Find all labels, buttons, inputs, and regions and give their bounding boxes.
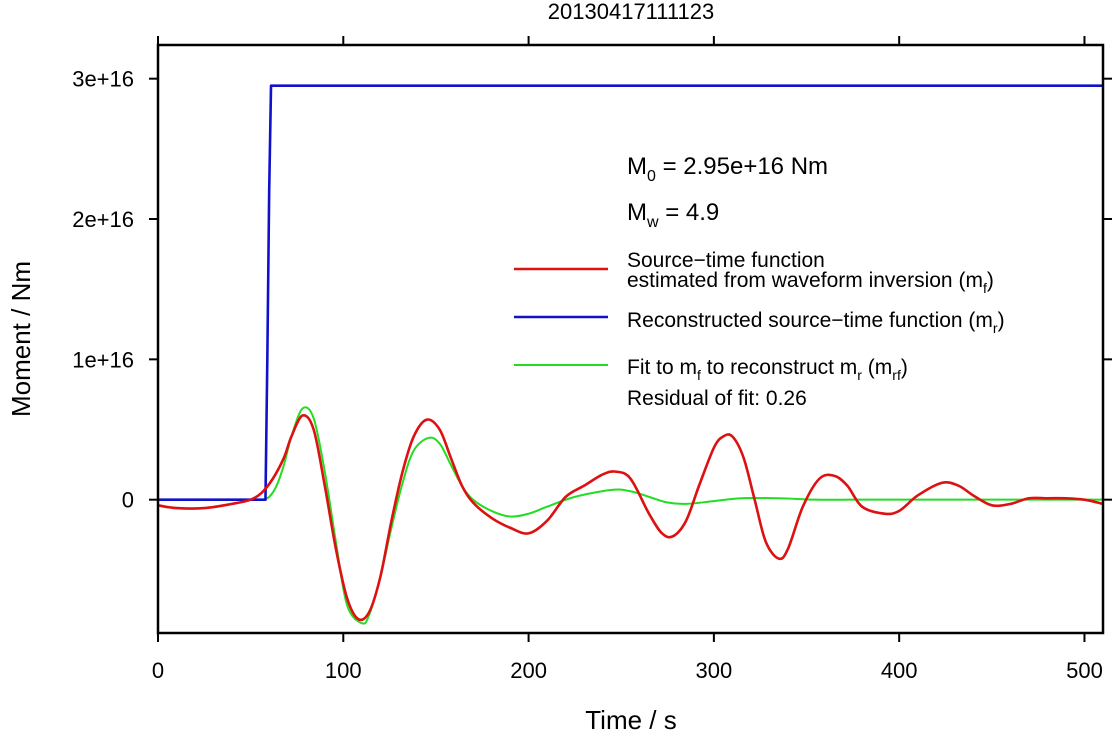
series-red-line <box>158 413 1103 622</box>
x-tick-label: 400 <box>881 658 918 683</box>
residual-text: Residual of fit: 0.26 <box>627 387 807 410</box>
x-tick-label: 500 <box>1066 658 1103 683</box>
plot-frame <box>156 43 1105 635</box>
y-tick-label: 2e+16 <box>72 207 134 232</box>
legend-label-green-part: f <box>697 367 701 383</box>
series-blue-line <box>158 84 1103 501</box>
legend-label-green-part: to reconstruct m <box>701 356 857 379</box>
legend-label-green-part: rf <box>892 367 901 383</box>
series-green-line <box>158 406 1103 625</box>
legend-label-green-part: ) <box>901 356 908 379</box>
annotation-m0: M0 = 2.95e+16 Nm <box>627 153 828 185</box>
x-tick-label: 100 <box>325 658 362 683</box>
legend-label-blue-part: ) <box>998 309 1005 332</box>
legend-label-red-part: estimated from waveform inversion (m <box>627 269 983 292</box>
legend-label-red-part: Source−time function <box>627 249 825 272</box>
annotations: M0 = 2.95e+16 Nm Mw = 4.9 Residual of fit:… <box>627 153 828 410</box>
y-tick-label: 1e+16 <box>72 347 134 372</box>
legend-label-green: Fit to mf to reconstruct mr (mrf) <box>627 356 908 383</box>
x-tick-label: 0 <box>152 658 164 683</box>
legend-label-green-part: (m <box>862 356 892 379</box>
legend-label-red-part: f <box>983 280 987 296</box>
x-tick-label: 300 <box>696 658 733 683</box>
series-layer <box>158 84 1103 625</box>
x-axis-label: Time / s <box>585 705 676 734</box>
y-tick-label: 3e+16 <box>72 67 134 92</box>
y-axis-label: Moment / Nm <box>6 261 36 417</box>
legend-label-green-part: r <box>857 367 862 383</box>
chart-title: 20130417111123 <box>548 0 714 24</box>
legend-label-red: estimated from waveform inversion (mf) <box>627 269 994 296</box>
legend-label-green-part: Fit to m <box>627 356 697 379</box>
legend-label-blue-part: Reconstructed source−time function (m <box>627 309 993 332</box>
axis-ticks: 0 100 200 300 400 500 0 1e+16 2e+16 3e+16 <box>72 36 1112 683</box>
legend-label-red: Source−time function <box>627 249 825 272</box>
annotation-mw: Mw = 4.9 <box>627 199 719 231</box>
y-tick-label: 0 <box>122 488 134 513</box>
x-tick-label: 200 <box>510 658 547 683</box>
legend-label-red-part: ) <box>987 269 994 292</box>
legend-label-blue: Reconstructed source−time function (mr) <box>627 309 1005 336</box>
legend-label-blue-part: r <box>993 320 998 336</box>
